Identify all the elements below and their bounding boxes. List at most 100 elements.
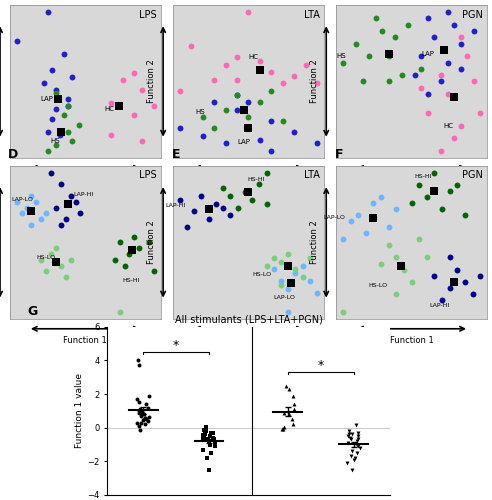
Point: [268, 68, 276, 76]
Point: [199, 446, 207, 454]
Point: [417, 84, 425, 92]
Point: [440, 46, 448, 54]
Point: [62, 273, 70, 281]
Text: *: *: [318, 359, 324, 372]
Point: [135, 362, 143, 370]
Point: [210, 124, 218, 132]
Text: D: D: [8, 148, 19, 162]
Point: [209, 428, 217, 436]
Point: [28, 192, 35, 200]
Point: [144, 404, 152, 411]
Point: [64, 128, 72, 136]
Point: [354, 211, 362, 219]
Point: [385, 242, 393, 250]
Point: [201, 430, 209, 438]
Point: [393, 290, 400, 298]
Point: [430, 169, 438, 177]
Point: [212, 200, 220, 207]
Point: [233, 106, 241, 114]
Point: [13, 37, 21, 45]
Point: [107, 98, 115, 106]
Point: [32, 198, 40, 206]
Text: F: F: [335, 148, 343, 162]
Point: [200, 433, 208, 441]
Text: HS-LO: HS-LO: [369, 283, 388, 288]
Point: [219, 184, 227, 192]
Point: [248, 196, 256, 204]
Point: [52, 105, 60, 113]
Point: [348, 430, 356, 438]
Point: [116, 238, 123, 246]
Point: [352, 40, 360, 48]
Text: *: *: [173, 338, 179, 351]
Point: [221, 106, 229, 114]
Point: [446, 187, 454, 195]
Point: [417, 65, 425, 73]
Point: [144, 417, 152, 425]
Point: [199, 432, 207, 440]
Point: [211, 442, 219, 450]
Point: [64, 102, 72, 110]
Point: [454, 181, 461, 189]
Text: G: G: [28, 306, 38, 318]
Point: [346, 217, 354, 225]
Point: [54, 96, 62, 104]
Text: LPS: LPS: [139, 10, 156, 20]
Point: [347, 452, 355, 460]
Point: [176, 196, 184, 204]
Text: E: E: [171, 148, 180, 162]
Point: [345, 427, 353, 435]
Point: [277, 258, 285, 266]
Point: [290, 128, 298, 136]
Text: Function 1: Function 1: [227, 336, 270, 345]
Point: [133, 395, 141, 403]
Point: [115, 102, 123, 110]
Point: [68, 72, 76, 80]
Point: [352, 421, 360, 429]
Point: [119, 76, 126, 84]
Point: [457, 65, 464, 73]
Point: [204, 436, 212, 444]
Text: LAP-LO: LAP-LO: [12, 197, 33, 202]
Point: [138, 86, 146, 94]
Point: [48, 66, 56, 74]
Point: [339, 308, 347, 316]
Point: [461, 278, 469, 285]
Point: [282, 382, 290, 390]
Point: [463, 52, 471, 60]
Point: [369, 214, 377, 222]
Point: [245, 98, 252, 106]
Point: [385, 78, 393, 86]
Point: [57, 262, 65, 270]
Point: [226, 192, 234, 200]
Point: [205, 466, 213, 474]
Point: [284, 250, 292, 258]
Text: Function 1: Function 1: [390, 336, 433, 345]
Point: [57, 221, 65, 229]
Point: [454, 266, 461, 274]
Point: [268, 117, 276, 125]
Point: [268, 87, 276, 95]
Point: [313, 80, 321, 88]
Point: [107, 131, 115, 139]
Point: [359, 78, 367, 86]
Point: [391, 33, 399, 41]
Point: [290, 405, 298, 413]
Point: [52, 89, 60, 97]
Point: [348, 466, 356, 474]
Point: [134, 356, 142, 364]
Point: [290, 400, 298, 408]
Point: [313, 140, 321, 147]
Point: [57, 180, 65, 188]
Point: [44, 147, 52, 155]
Point: [377, 193, 385, 201]
Point: [200, 426, 208, 434]
Point: [202, 423, 210, 431]
Point: [211, 434, 218, 442]
Point: [233, 90, 241, 98]
Point: [37, 256, 45, 264]
Point: [377, 260, 385, 268]
Point: [299, 262, 307, 270]
Point: [285, 385, 293, 393]
Point: [424, 14, 432, 22]
